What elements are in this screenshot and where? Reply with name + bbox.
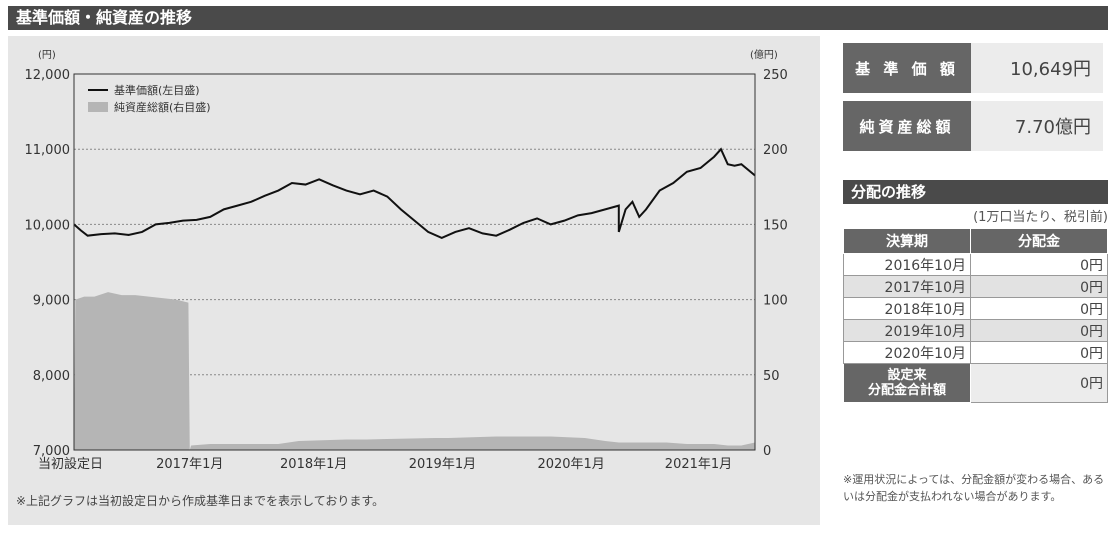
chart-legend: 基準価額(左目盛) 純資産総額(右目盛) [88, 83, 211, 114]
y-left-tick-label: 9,000 [33, 294, 70, 309]
distribution-table: 決算期 分配金 2016年10月 0円 2017年10月 0円 2018年10月… [843, 228, 1108, 403]
net-assets-stat: 純資産総額 7.70億円 [843, 101, 1103, 151]
y-left-tick-label: 11,000 [25, 143, 71, 158]
plot-frame [73, 73, 756, 451]
y-left-tick-label: 8,000 [33, 369, 70, 384]
distribution-title: 分配の推移 [843, 180, 1108, 204]
y-right-tick-label: 100 [763, 294, 788, 309]
amount-cell: 0円 [970, 319, 1108, 342]
table-row: 2018年10月 0円 [843, 297, 1108, 320]
x-tick-label: 2021年1月 [665, 457, 732, 472]
amount-cell: 0円 [970, 253, 1108, 276]
chart-panel: 12,000 11,000 10,000 9,000 8,000 7,000 250 200 1… [8, 36, 820, 525]
legend-assets-label: 純資産総額(右目盛) [114, 100, 211, 114]
amount-cell: 0円 [970, 297, 1108, 320]
y-right-tick-label: 150 [763, 218, 788, 233]
y-left-tick-label: 7,000 [33, 444, 70, 459]
distribution-disclaimer: ※運用状況によっては、分配金額が変わる場合、あるいは分配金が支払われない場合があ… [843, 473, 1105, 503]
y-right-tick-label: 50 [763, 369, 780, 384]
y-left-tick-label: 10,000 [25, 218, 71, 233]
period-cell: 2016年10月 [843, 253, 971, 276]
nav-stat-label: 基 準 価 額 [843, 43, 971, 93]
table-row: 2020年10月 0円 [843, 341, 1108, 364]
y-left-tick-label: 12,000 [25, 68, 71, 83]
net-assets-area [74, 292, 755, 450]
total-value: 0円 [970, 363, 1108, 403]
table-row: 2019年10月 0円 [843, 319, 1108, 342]
y-right-tick-label: 250 [763, 68, 788, 83]
y-right-unit: (億円) [750, 48, 778, 61]
amount-cell: 0円 [970, 275, 1108, 298]
net-assets-stat-value: 7.70億円 [971, 101, 1103, 151]
col-amount-header: 分配金 [970, 228, 1108, 254]
total-row: 設定来 分配金合計額 0円 [843, 363, 1108, 403]
section-header: 基準価額・純資産の推移 [8, 6, 1108, 30]
nav-chart: 12,000 11,000 10,000 9,000 8,000 7,000 250 200 1… [25, 48, 788, 472]
nav-stat-value: 10,649円 [971, 43, 1103, 93]
x-tick-label: 2017年1月 [156, 457, 223, 472]
y-right-tick-label: 0 [763, 444, 771, 459]
total-label: 設定来 分配金合計額 [843, 363, 971, 403]
distribution-subtitle: (1万口当たり、税引前) [973, 210, 1108, 225]
col-period-header: 決算期 [843, 228, 971, 254]
chart-note: ※上記グラフは当初設定日から作成基準日までを表示しております。 [16, 494, 385, 508]
nav-line [73, 147, 756, 240]
net-assets-stat-label: 純資産総額 [843, 101, 971, 151]
x-tick-label: 2018年1月 [280, 457, 347, 472]
y-left-unit: (円) [38, 50, 56, 61]
table-row: 2016年10月 0円 [843, 253, 1108, 276]
total-label-line2: 分配金合計額 [867, 383, 946, 398]
period-cell: 2018年10月 [843, 297, 971, 320]
x-tick-label: 2019年1月 [409, 457, 476, 472]
y-right-tick-label: 200 [763, 143, 788, 158]
table-row: 2017年10月 0円 [843, 275, 1108, 298]
period-cell: 2020年10月 [843, 341, 971, 364]
period-cell: 2017年10月 [843, 275, 971, 298]
period-cell: 2019年10月 [843, 319, 971, 342]
legend-nav-label: 基準価額(左目盛) [114, 83, 200, 97]
x-tick-label: 2020年1月 [537, 457, 604, 472]
x-tick-label: 当初設定日 [38, 456, 103, 472]
amount-cell: 0円 [970, 341, 1108, 364]
nav-stat: 基 準 価 額 10,649円 [843, 43, 1103, 93]
total-label-line1: 設定来 [887, 368, 927, 383]
